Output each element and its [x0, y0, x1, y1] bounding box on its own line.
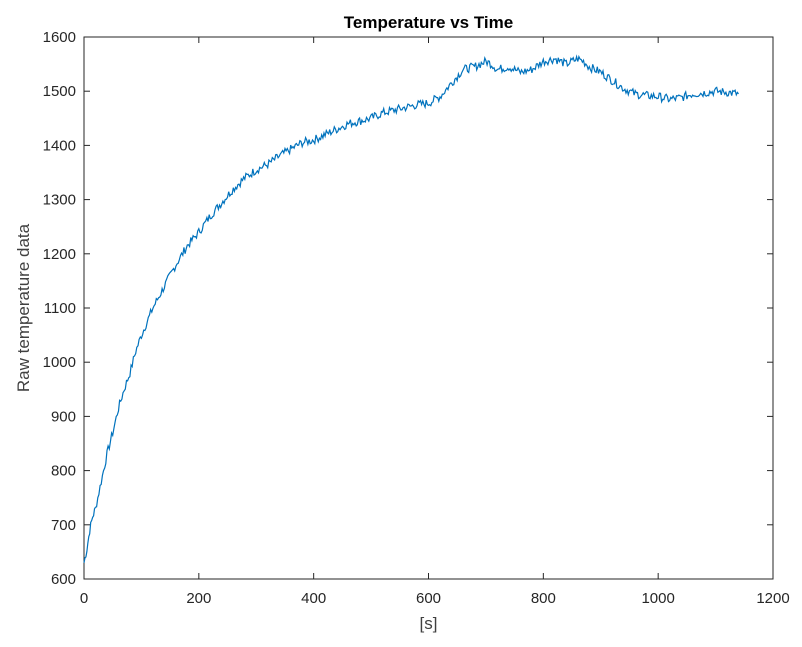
y-axis: 600 700 800 900 1000 1100 1200 1300 1400 1500 1600	[43, 29, 773, 588]
y-tick-label: 1000	[43, 354, 76, 371]
x-tick-label: 600	[416, 590, 441, 607]
y-tick-label: 900	[51, 408, 76, 425]
x-tick-label: 200	[186, 590, 211, 607]
x-axis-label: [s]	[420, 614, 438, 633]
y-tick-label: 1500	[43, 83, 76, 100]
y-tick-label: 800	[51, 463, 76, 480]
plot-area	[83, 36, 774, 580]
y-tick-label: 1600	[43, 29, 76, 46]
y-tick-label: 600	[51, 571, 76, 588]
y-tick-label: 1300	[43, 192, 76, 209]
y-tick-label: 1100	[44, 300, 76, 317]
x-tick-label: 1200	[756, 590, 789, 607]
x-tick-label: 0	[80, 590, 88, 607]
y-axis-label: Raw temperature data	[14, 223, 33, 392]
x-tick-label: 800	[531, 590, 556, 607]
chart-title: Temperature vs Time	[344, 13, 513, 32]
x-axis: 0 200 400 600 800 1000 1200	[80, 37, 790, 607]
x-tick-label: 1000	[641, 590, 674, 607]
temperature-line	[83, 54, 739, 563]
y-tick-label: 1400	[43, 137, 76, 154]
y-tick-label: 1200	[43, 246, 76, 263]
y-tick-label: 700	[51, 517, 76, 534]
x-tick-label: 400	[301, 590, 326, 607]
